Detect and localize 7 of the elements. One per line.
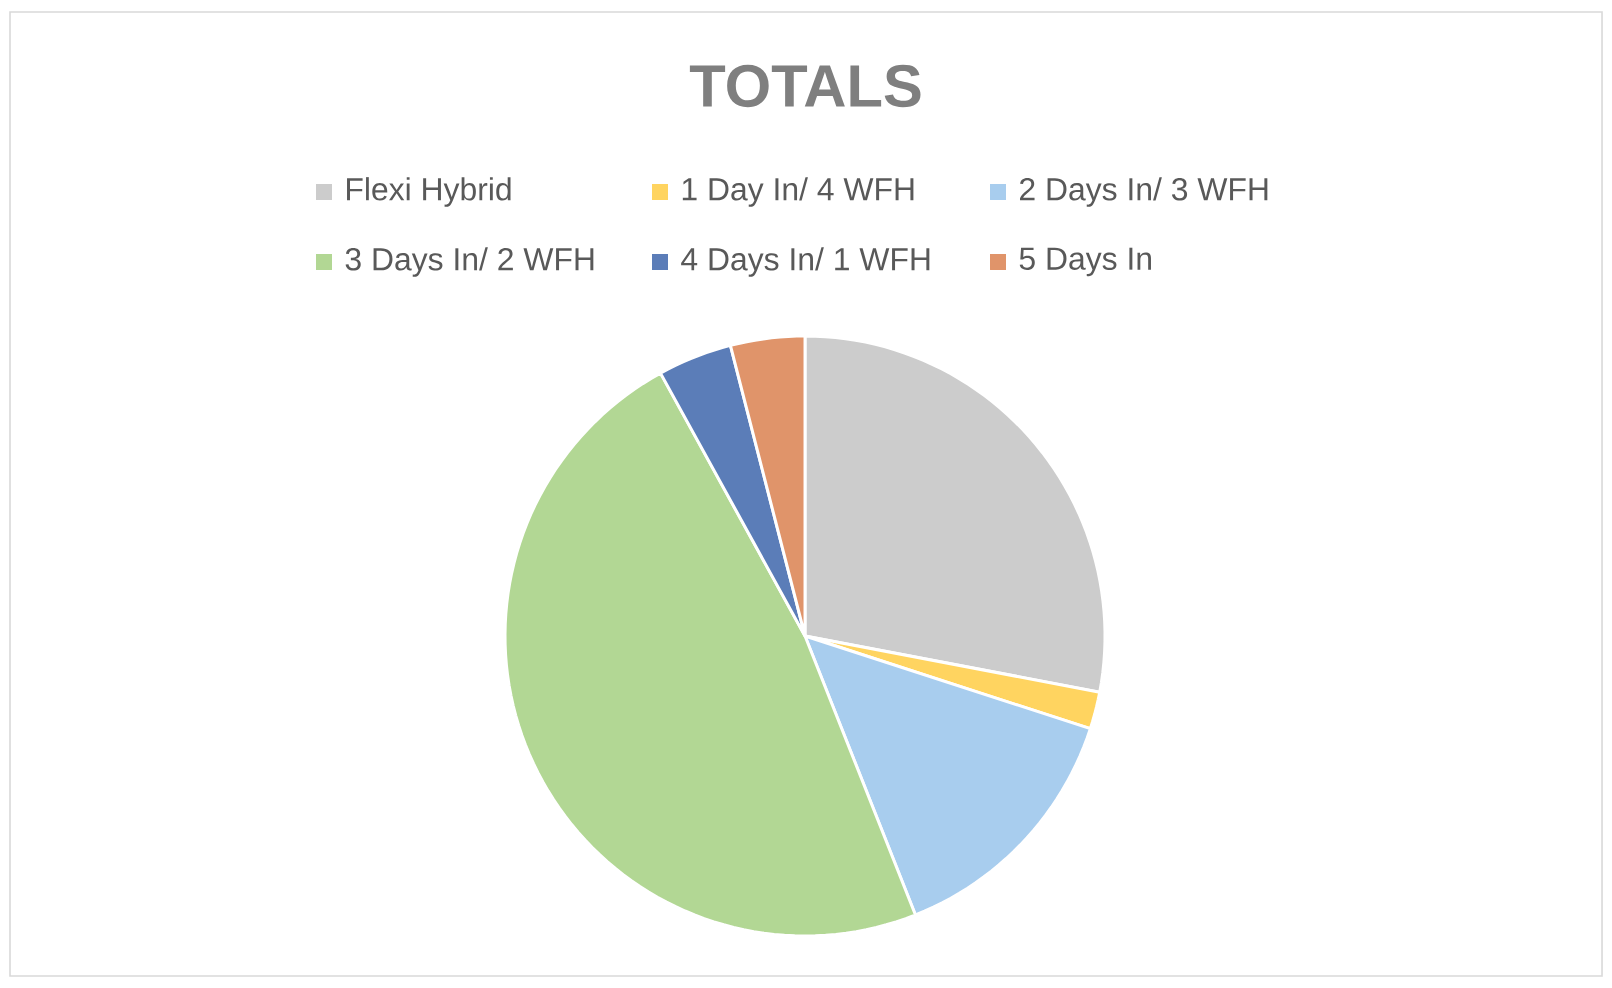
legend-label: 3 Days In/ 2 WFH (345, 247, 594, 277)
legend-label: 1 Day In/ 4 WFH (682, 177, 914, 207)
legend-label: Flexi Hybrid (347, 177, 511, 207)
legend-label: 4 Days In/ 1 WFH (681, 247, 930, 277)
chart-title: TOTALS (689, 64, 921, 108)
legend-label: 2 Days In/ 3 WFH (1020, 177, 1268, 207)
legend-label: 5 Days In (1019, 247, 1151, 277)
